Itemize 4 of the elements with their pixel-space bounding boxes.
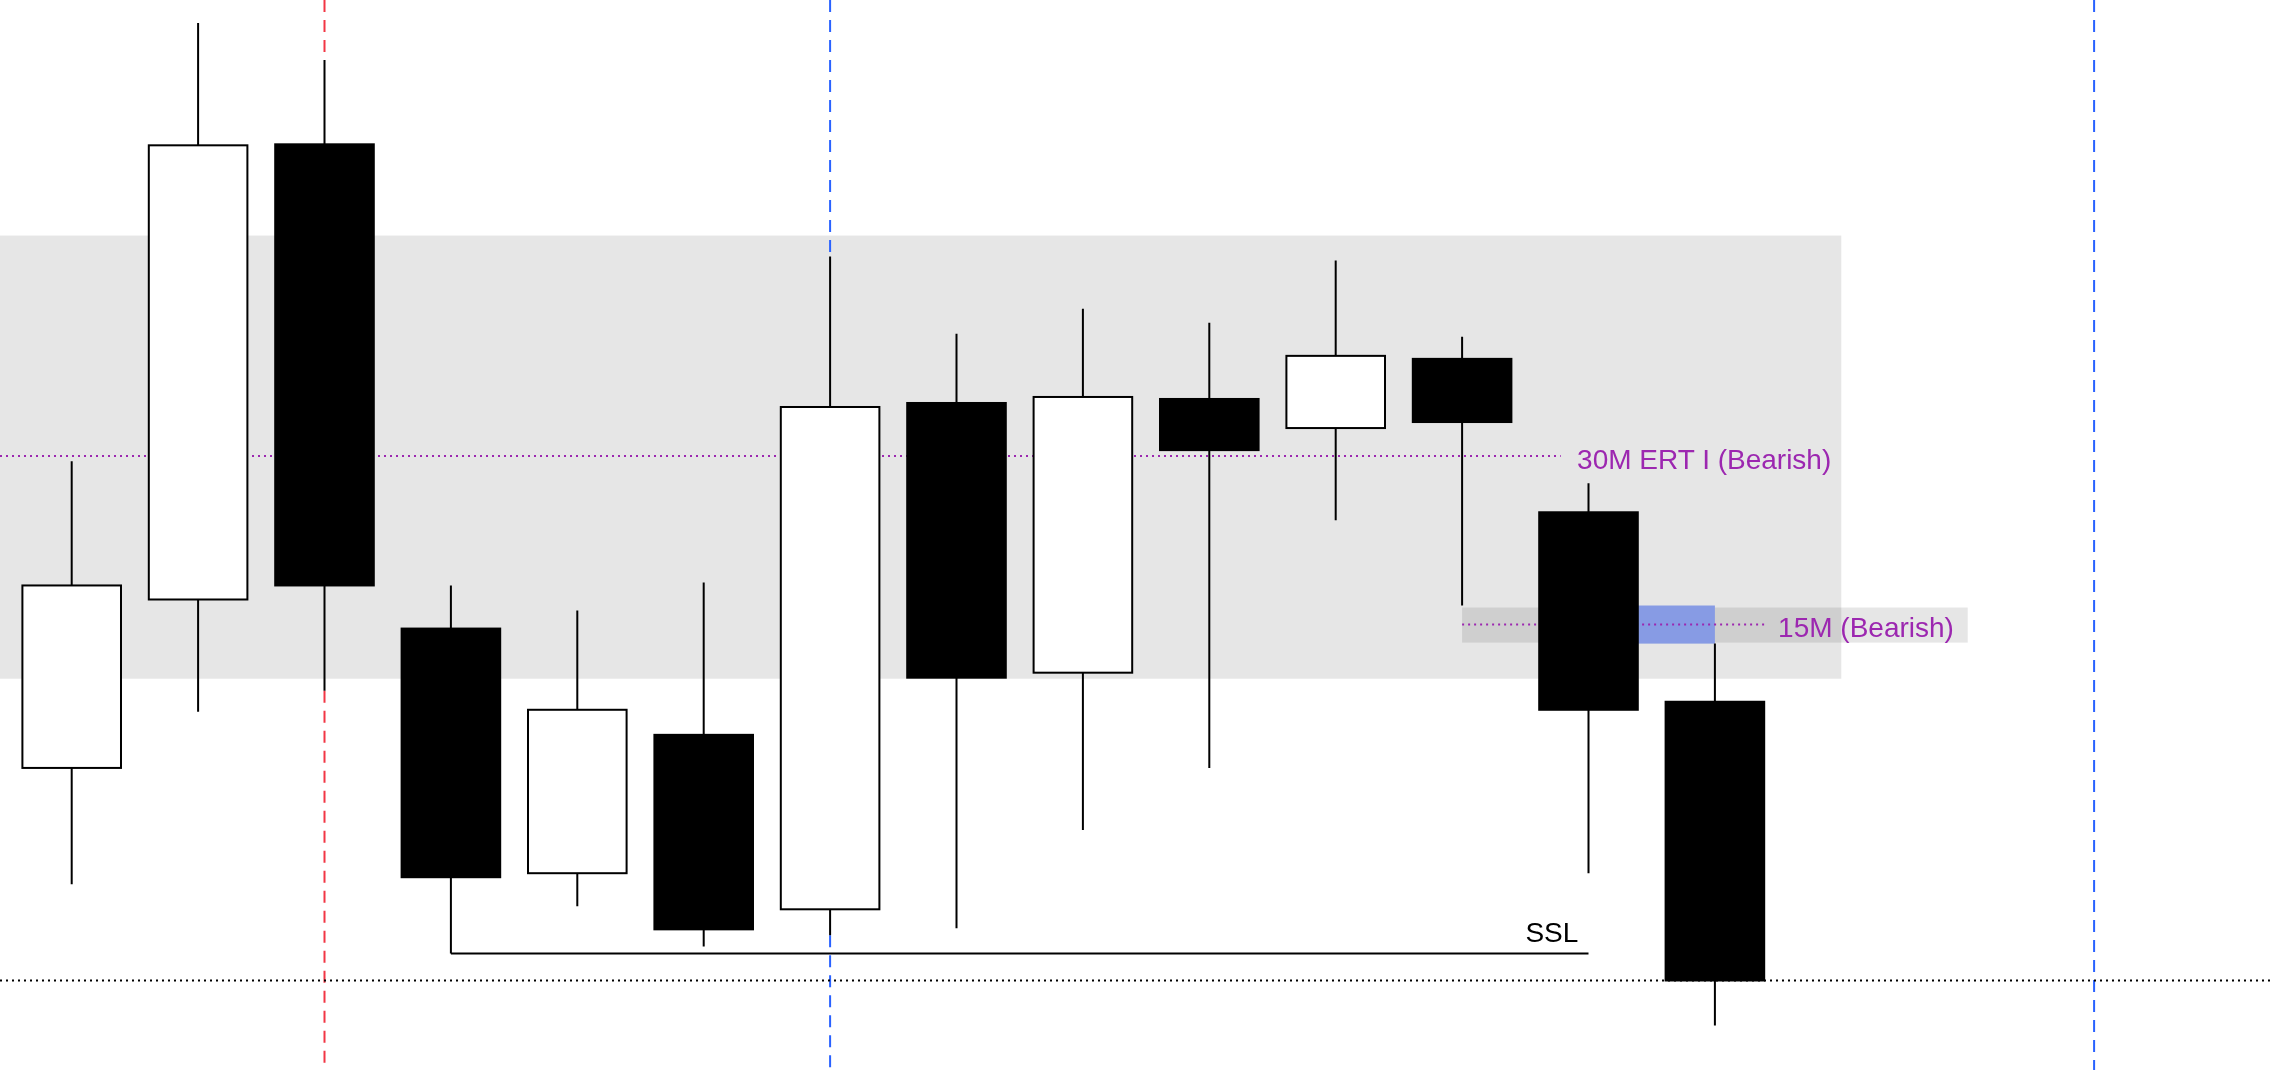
candlestick xyxy=(1159,321,1260,769)
ref-line-label: 30M ERT I (Bearish) xyxy=(1577,443,1832,475)
ref-line-label: SSL xyxy=(1525,917,1579,949)
ref-line-label: 15M (Bearish) xyxy=(1778,612,1954,644)
